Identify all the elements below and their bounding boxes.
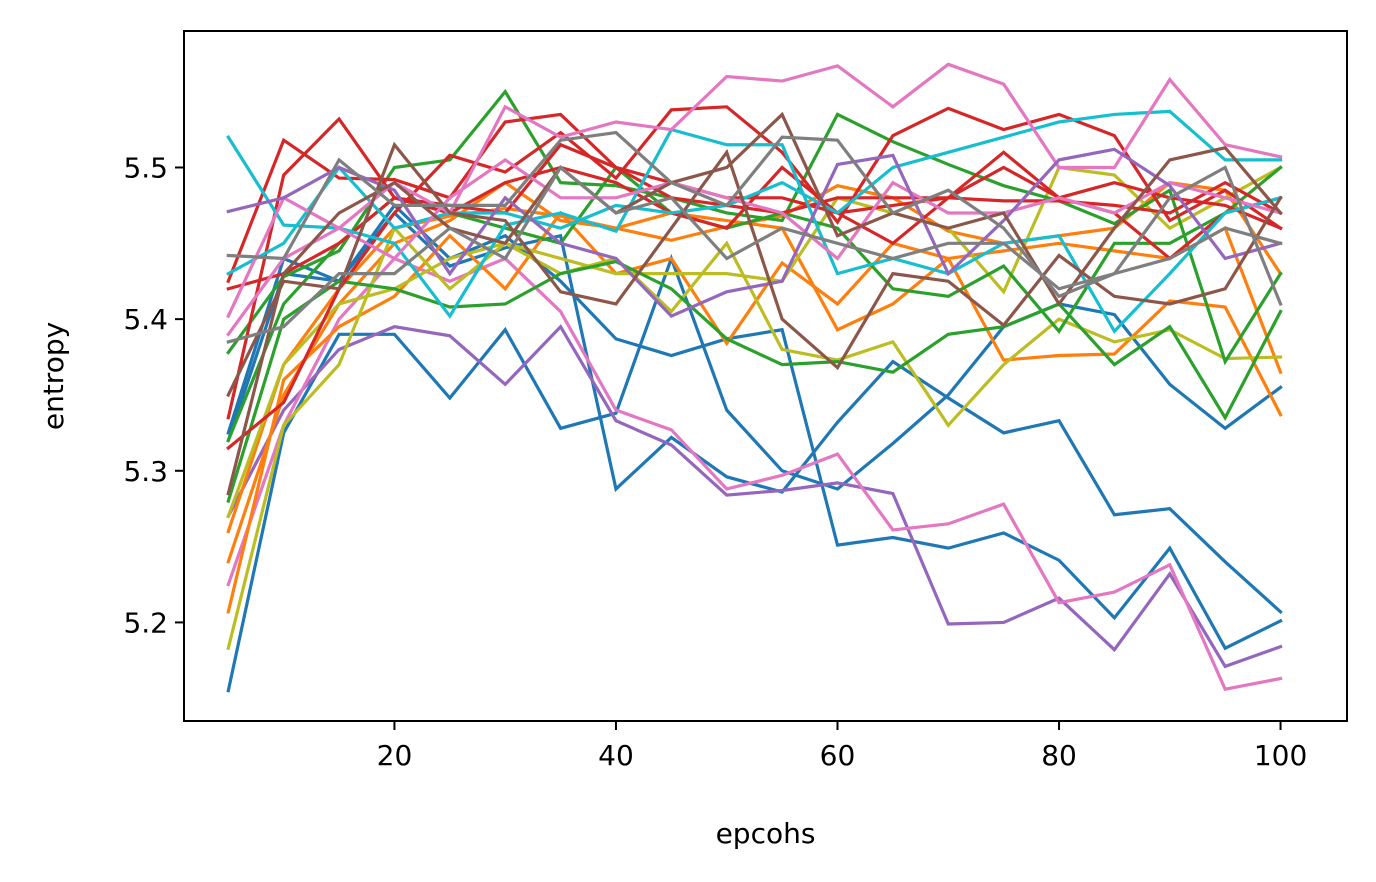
series-line-4: [226, 324, 1283, 669]
x-tick-label: 40: [598, 739, 634, 772]
series-line-10: [226, 165, 1283, 519]
y-axis-label: entropy: [37, 322, 70, 430]
x-axis-label: epcohs: [716, 817, 816, 850]
series-line-19: [226, 109, 1283, 276]
series-line-11: [226, 259, 1283, 504]
series-line-9: [226, 225, 1283, 651]
series-line-5: [226, 256, 1283, 691]
series-layer: [226, 62, 1283, 693]
y-tick-label: 5.2: [123, 606, 168, 639]
y-tick-label: 5.3: [123, 455, 168, 488]
plot-area-background: [184, 31, 1347, 721]
series-line-2: [226, 210, 1283, 615]
y-tick-label: 5.5: [123, 151, 168, 184]
series-line-3: [226, 202, 1283, 651]
x-tick-label: 20: [377, 739, 413, 772]
plot-frame: [183, 30, 1348, 722]
x-axis-ticks: 20 40 60 80 100: [377, 721, 1307, 772]
series-line-12: [226, 88, 1283, 366]
series-line-23: [226, 141, 1283, 398]
y-tick-label: 5.4: [123, 303, 168, 336]
series-line-21: [226, 157, 1283, 337]
x-tick-label: 100: [1254, 739, 1307, 772]
series-line-20: [226, 62, 1283, 319]
series-line-18: [226, 127, 1283, 334]
y-axis-ticks: 5.2 5.3 5.4 5.5: [123, 151, 184, 639]
series-line-24: [226, 111, 1283, 496]
x-tick-label: 80: [1041, 739, 1077, 772]
series-line-26: [226, 165, 1283, 344]
x-tick-label: 60: [820, 739, 856, 772]
